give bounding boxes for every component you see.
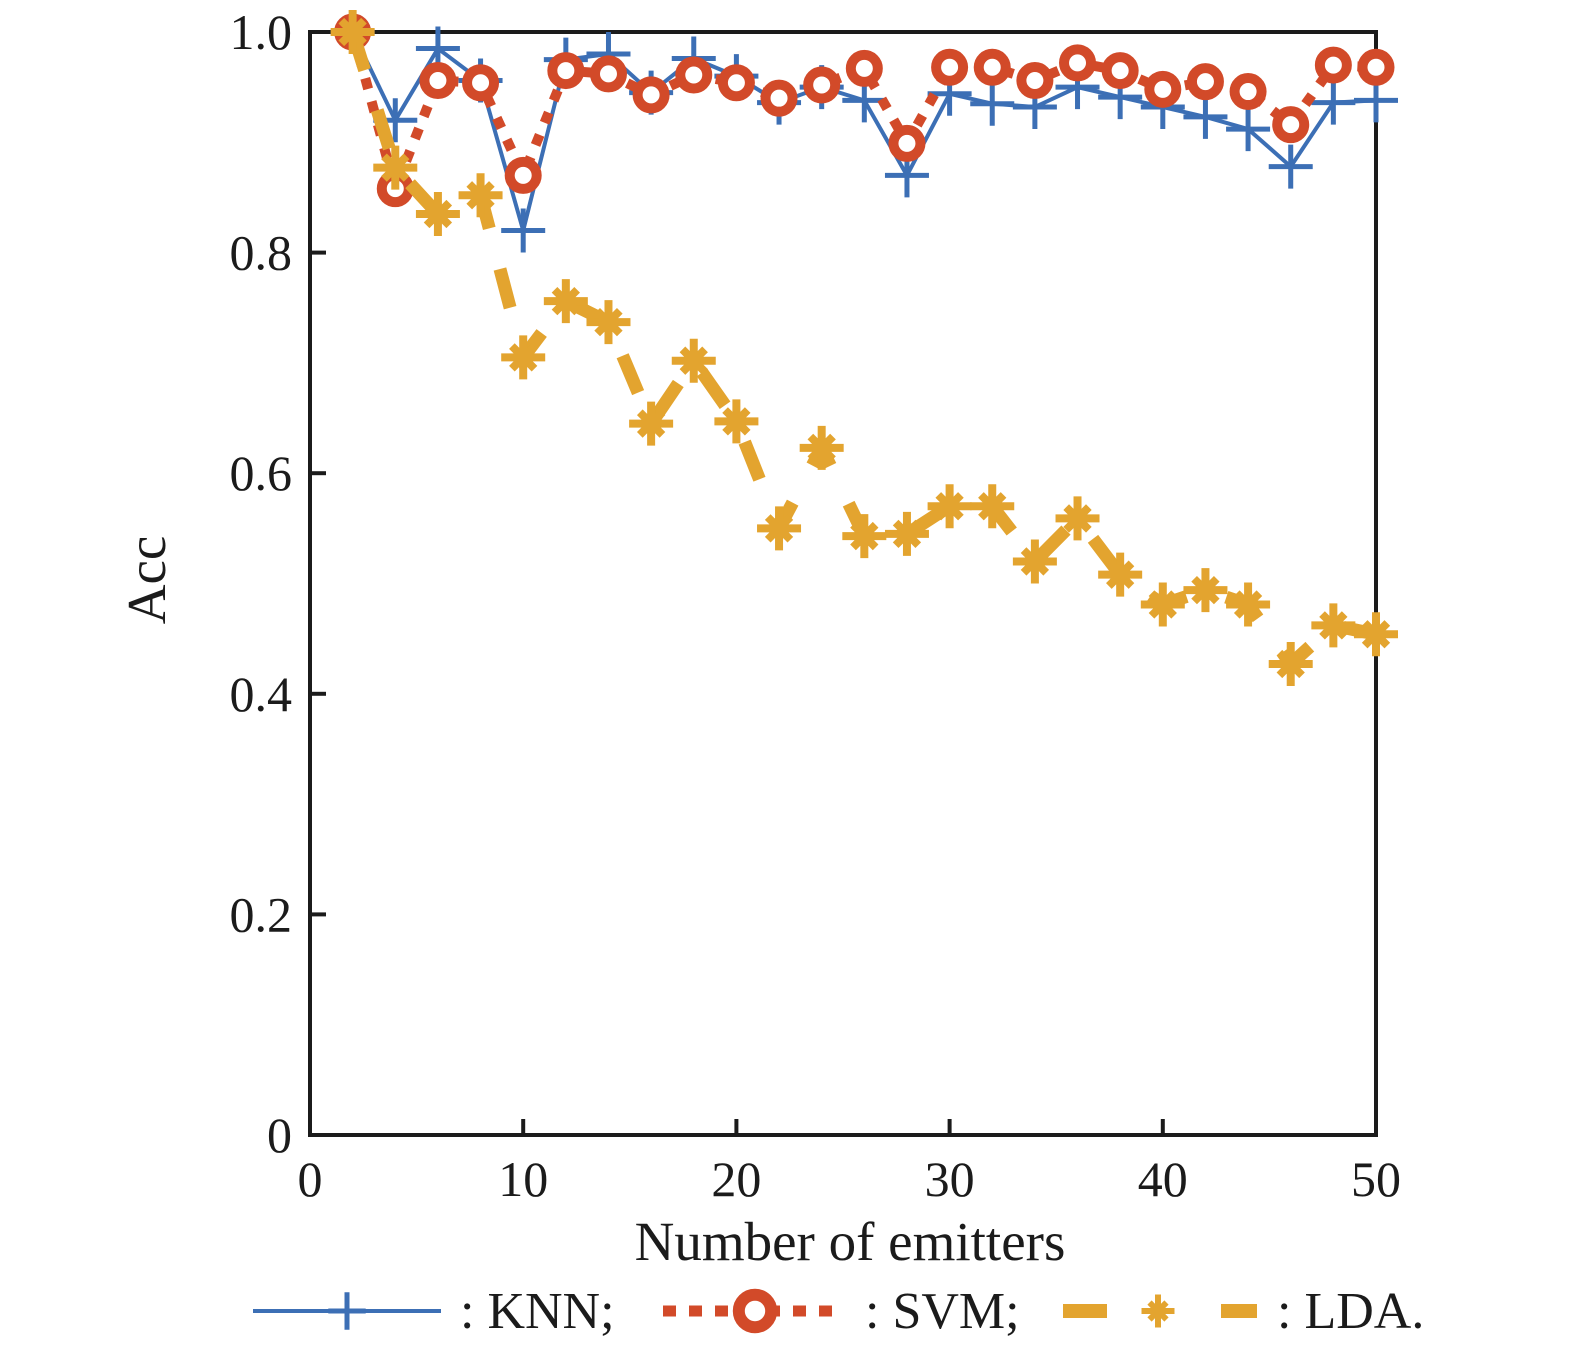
y-tick-label: 1.0 xyxy=(230,4,293,60)
asterisk-marker xyxy=(458,173,503,218)
y-tick-label: 0.6 xyxy=(230,445,293,501)
circle-marker xyxy=(732,1288,778,1334)
circle-marker xyxy=(1144,70,1182,108)
circle-marker xyxy=(632,76,670,114)
y-tick-label: 0.8 xyxy=(230,225,293,281)
legend: : KNN; : SVM; : LDA. xyxy=(253,1283,1424,1340)
y-axis-title: Acc xyxy=(116,536,177,625)
y-tick-label: 0.2 xyxy=(230,886,293,942)
asterisk-marker xyxy=(842,514,887,559)
asterisk-marker xyxy=(1226,582,1271,627)
asterisk-marker xyxy=(373,145,418,190)
asterisk-marker xyxy=(970,484,1015,529)
circle-marker xyxy=(547,52,585,90)
circle-marker xyxy=(1186,63,1224,101)
circle-marker xyxy=(1357,48,1395,86)
plus-marker xyxy=(1226,107,1271,152)
x-tick-label: 30 xyxy=(925,1151,975,1207)
asterisk-marker xyxy=(586,300,631,345)
circle-marker xyxy=(888,124,926,162)
y-tick-label: 0.4 xyxy=(230,666,293,722)
plus-marker xyxy=(328,1292,366,1330)
circle-marker xyxy=(973,48,1011,86)
asterisk-marker xyxy=(1098,552,1143,597)
axis-ticks: 0 10 20 30 40 50 0 0.2 0.4 0.6 0.8 1.0 xyxy=(230,4,1402,1207)
asterisk-marker xyxy=(1012,539,1057,584)
asterisk-marker xyxy=(1311,603,1356,648)
chart-series xyxy=(330,10,1398,687)
asterisk-marker xyxy=(1268,642,1313,687)
plus-marker xyxy=(1311,80,1356,125)
x-tick-label: 20 xyxy=(711,1151,761,1207)
plot-border xyxy=(308,30,1378,1137)
asterisk-marker xyxy=(1055,496,1100,541)
asterisk-marker xyxy=(757,506,802,551)
plus-marker xyxy=(501,208,546,253)
asterisk-marker xyxy=(1354,612,1398,657)
circle-marker xyxy=(1016,62,1054,100)
circle-marker xyxy=(931,48,969,86)
circle-marker xyxy=(845,49,883,87)
circle-marker xyxy=(1059,44,1097,82)
circle-marker xyxy=(717,64,755,102)
legend-label-knn: : KNN; xyxy=(460,1283,615,1340)
circle-marker xyxy=(803,66,841,104)
plus-marker xyxy=(1268,144,1313,189)
legend-label-svm: : SVM; xyxy=(865,1283,1020,1340)
circle-marker xyxy=(419,62,457,100)
x-tick-label: 0 xyxy=(298,1151,323,1207)
circle-marker xyxy=(760,79,798,117)
series-lda xyxy=(330,10,1398,687)
legend-samples xyxy=(253,1288,1257,1334)
asterisk-marker xyxy=(1183,568,1228,613)
circle-marker xyxy=(462,64,500,102)
plus-marker xyxy=(1183,94,1228,139)
asterisk-marker xyxy=(799,425,844,470)
asterisk-marker xyxy=(330,10,375,54)
circle-marker xyxy=(1101,52,1139,90)
legend-label-lda: : LDA. xyxy=(1277,1283,1424,1340)
circle-marker xyxy=(1229,73,1267,111)
asterisk-marker xyxy=(501,335,546,380)
circle-marker xyxy=(1272,106,1310,144)
circle-marker xyxy=(1314,46,1352,84)
circle-marker xyxy=(589,55,627,93)
asterisk-marker xyxy=(1141,1294,1175,1328)
asterisk-marker xyxy=(629,401,674,446)
circle-marker xyxy=(504,156,542,194)
x-axis-title: Number of emitters xyxy=(635,1211,1066,1272)
asterisk-marker xyxy=(714,399,759,444)
x-tick-label: 10 xyxy=(498,1151,548,1207)
y-tick-label: 0 xyxy=(267,1107,292,1163)
plus-marker xyxy=(970,81,1015,126)
asterisk-marker xyxy=(1140,582,1185,627)
asterisk-marker xyxy=(671,338,716,383)
asterisk-marker xyxy=(927,484,972,529)
circle-marker xyxy=(675,56,713,94)
asterisk-marker xyxy=(884,511,929,556)
asterisk-marker xyxy=(415,191,460,236)
x-tick-label: 40 xyxy=(1138,1151,1188,1207)
asterisk-marker xyxy=(543,279,588,324)
x-tick-label: 50 xyxy=(1351,1151,1401,1207)
lda-line xyxy=(346,30,1378,674)
